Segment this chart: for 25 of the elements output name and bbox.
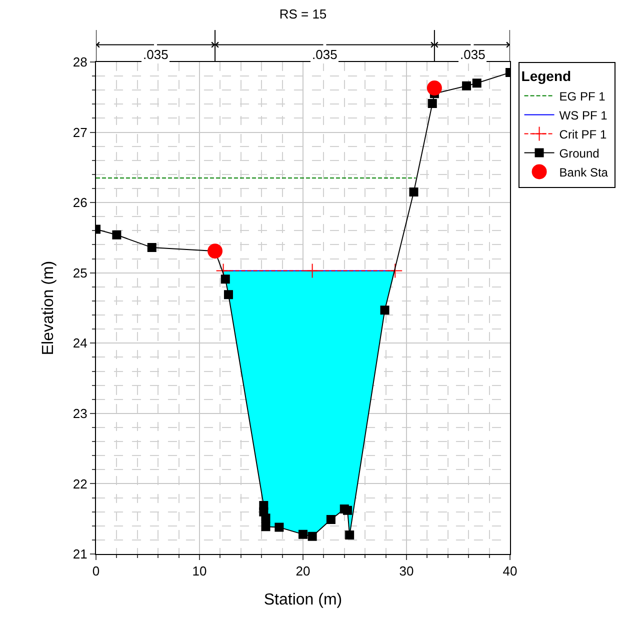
y-tick-label: 27 — [72, 124, 88, 140]
y-tick-label: 24 — [72, 336, 88, 351]
legend-label: Bank Sta — [559, 165, 608, 180]
y-tick-label: 21 — [72, 546, 88, 562]
legend-label: EG PF 1 — [559, 89, 606, 104]
legend-label: WS PF 1 — [559, 108, 608, 122]
text: .035 — [460, 47, 486, 62]
x-tick-label: 30 — [399, 564, 414, 579]
y-tick-label: 26 — [72, 195, 88, 210]
legend-label: Ground — [559, 146, 600, 160]
x-tick-label: 20 — [296, 564, 310, 579]
y-axis-title: Elevation (m) — [40, 260, 57, 356]
x-axis-title: Station (m) — [264, 591, 342, 608]
x-tick-label: 40 — [502, 564, 518, 579]
text: .035 — [312, 47, 338, 62]
y-tick-label: 23 — [72, 406, 88, 421]
y-tick-label: 25 — [72, 265, 88, 280]
x-tick-label: 10 — [192, 564, 207, 579]
y-tick-label: 28 — [72, 54, 88, 70]
x-tick-label: 0 — [92, 564, 100, 579]
legend-title: Legend — [521, 68, 572, 84]
chart-title: RS = 15 — [279, 6, 327, 22]
text: .035 — [143, 47, 168, 62]
y-tick-label: 22 — [72, 476, 88, 492]
legend-label: Crit PF 1 — [559, 127, 607, 142]
